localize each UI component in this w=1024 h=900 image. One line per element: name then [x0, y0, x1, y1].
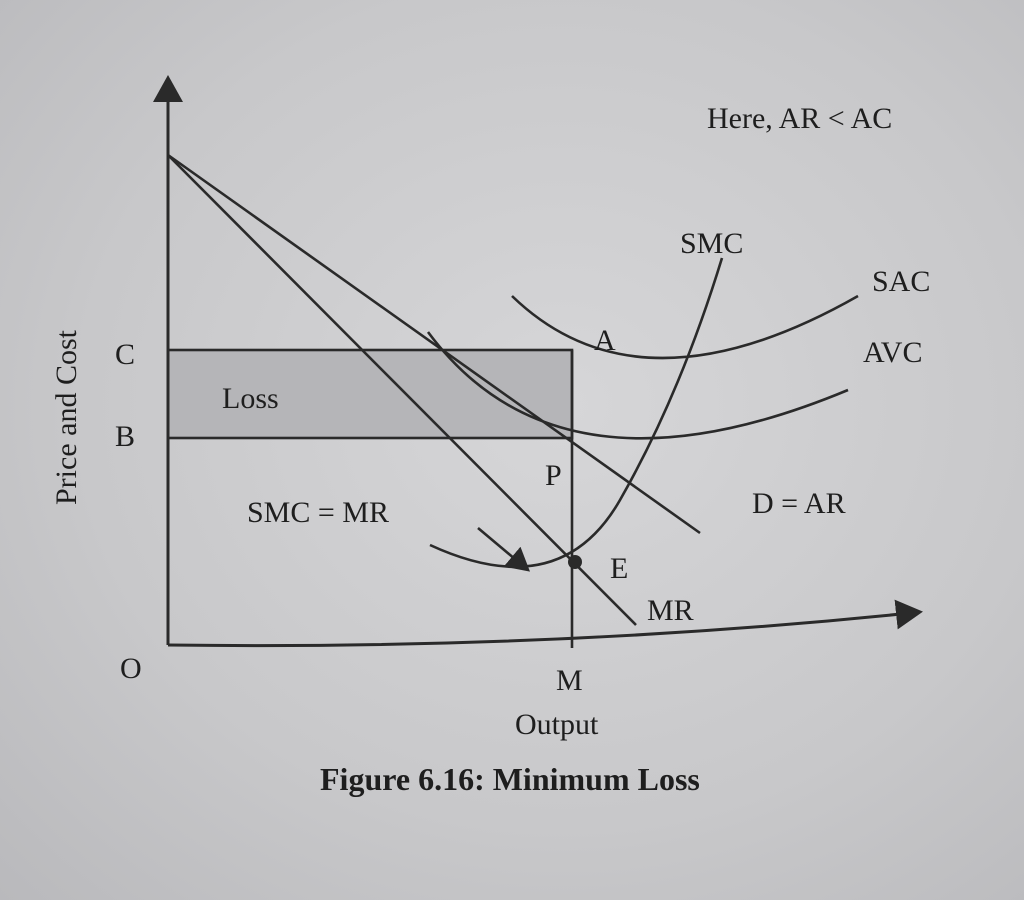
c-label: C [115, 338, 135, 371]
mr-label: MR [647, 594, 694, 627]
point-e-label: E [610, 552, 628, 585]
point-e-dot [568, 555, 582, 569]
sac-curve [511, 294, 859, 360]
demand-ar-curve [167, 153, 701, 535]
figure-caption: Figure 6.16: Minimum Loss [320, 761, 700, 797]
origin-label: O [120, 652, 142, 685]
y-axis-label: Price and Cost [50, 329, 83, 505]
sac-label: SAC [872, 265, 930, 298]
x-axis-line [167, 599, 923, 648]
demand-label: D = AR [752, 487, 846, 520]
equilibrium-pointer-arrow [477, 527, 530, 572]
loss-label: Loss [222, 382, 279, 415]
equilibrium-label: SMC = MR [247, 496, 389, 529]
b-label: B [115, 420, 135, 453]
point-p-label: P [545, 459, 562, 492]
avc-label: AVC [863, 336, 922, 369]
smc-label: SMC [680, 227, 743, 260]
mr-curve [167, 154, 637, 626]
m-label: M [556, 664, 583, 697]
note-label: Here, AR < AC [707, 102, 892, 135]
point-a-label: A [594, 324, 616, 357]
x-axis-label: Output [515, 708, 599, 741]
avc-curve [426, 331, 849, 440]
